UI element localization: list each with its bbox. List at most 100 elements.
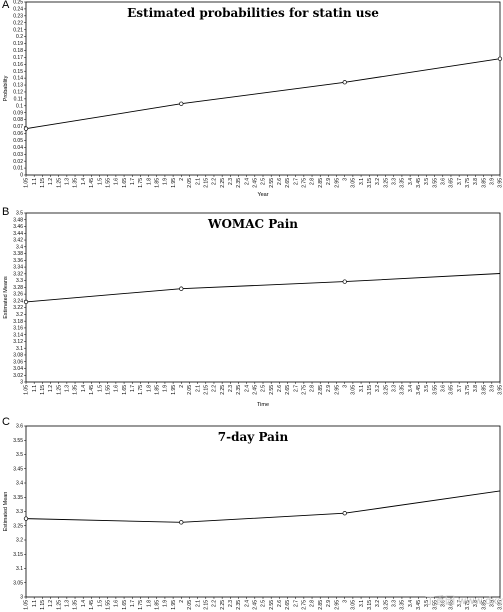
x-tick-label: 3.85 bbox=[481, 385, 487, 395]
y-tick-label: 0.04 bbox=[13, 145, 23, 151]
x-tick-label: 1.5 bbox=[97, 600, 103, 607]
x-tick-label: 2.2 bbox=[212, 600, 218, 607]
chart-title: WOMAC Pain bbox=[207, 217, 298, 231]
x-tick-label: 1.5 bbox=[97, 178, 103, 185]
y-tick-label: 3.26 bbox=[13, 292, 23, 298]
x-tick-label: 2.7 bbox=[293, 600, 299, 607]
plot-frame bbox=[25, 1, 501, 176]
x-tick-label: 3.9 bbox=[490, 600, 496, 607]
x-tick-label: 3.35 bbox=[400, 600, 406, 610]
x-axis-label: Year bbox=[257, 192, 268, 198]
x-tick-label: 3.85 bbox=[481, 178, 487, 188]
x-tick-label: 2.4 bbox=[244, 600, 250, 607]
y-tick-label: 3 bbox=[20, 380, 23, 386]
x-tick-label: 2.65 bbox=[285, 178, 291, 188]
x-tick-label: 2.65 bbox=[285, 385, 291, 395]
x-tick-label: 2.75 bbox=[302, 600, 308, 610]
x-tick-label: 1.05 bbox=[24, 385, 30, 395]
x-tick-label: 1.4 bbox=[81, 600, 87, 607]
x-tick-label: 1.35 bbox=[73, 178, 79, 188]
x-tick-label: 3.35 bbox=[400, 178, 406, 188]
y-axis-label: Probability bbox=[3, 75, 9, 101]
x-tick-label: 1.95 bbox=[171, 600, 177, 610]
y-tick-label: 3.1 bbox=[16, 346, 23, 352]
x-tick-label: 3.45 bbox=[416, 178, 422, 188]
x-tick-label: 3.7 bbox=[457, 178, 463, 185]
x-tick-label: 3.9 bbox=[490, 178, 496, 185]
x-tick-label: 2.75 bbox=[302, 178, 308, 188]
y-tick-label: 3.06 bbox=[13, 359, 23, 365]
x-tick-label: 2.9 bbox=[326, 600, 332, 607]
x-tick-label: 3.15 bbox=[367, 600, 373, 610]
x-tick-label: 1.3 bbox=[65, 385, 71, 392]
x-tick-label: 3.35 bbox=[400, 385, 406, 395]
x-tick-label: 3.3 bbox=[391, 385, 397, 392]
x-tick-label: 3.95 bbox=[498, 385, 503, 395]
x-tick-label: 3.8 bbox=[473, 178, 479, 185]
x-tick-label: 3.15 bbox=[367, 385, 373, 395]
y-tick-label: 0.24 bbox=[13, 7, 23, 13]
x-tick-label: 2.4 bbox=[244, 385, 250, 392]
y-tick-label: 0.1 bbox=[16, 103, 23, 109]
x-tick-label: 3 bbox=[342, 385, 348, 388]
y-tick-label: 3.38 bbox=[13, 251, 23, 257]
y-tick-label: 3.46 bbox=[13, 224, 23, 230]
x-tick-label: 2.15 bbox=[203, 600, 209, 610]
y-tick-label: 0.11 bbox=[14, 96, 24, 102]
y-tick-label: 3.4 bbox=[16, 481, 23, 487]
x-tick-label: 3.5 bbox=[424, 385, 430, 392]
x-tick-label: 1.1 bbox=[32, 385, 38, 392]
y-tick-label: 3.08 bbox=[13, 353, 23, 359]
data-point bbox=[179, 286, 184, 291]
x-tick-label: 1.45 bbox=[89, 385, 95, 395]
x-tick-label: 3.1 bbox=[359, 385, 365, 392]
y-tick-label: 3.45 bbox=[13, 466, 23, 472]
y-tick-label: 0.2 bbox=[16, 34, 23, 40]
x-tick-label: 2.7 bbox=[293, 385, 299, 392]
data-point bbox=[497, 56, 503, 61]
x-tick-label: 3.25 bbox=[383, 385, 389, 395]
x-tick-label: 2.9 bbox=[326, 385, 332, 392]
x-tick-label: 2.1 bbox=[195, 600, 201, 607]
data-point bbox=[342, 80, 347, 85]
x-tick-label: 1.3 bbox=[65, 600, 71, 607]
x-tick-label: 1.85 bbox=[154, 385, 160, 395]
x-tick-label: 2.25 bbox=[220, 600, 226, 610]
x-tick-label: 2.45 bbox=[253, 600, 259, 610]
x-tick-label: 2.6 bbox=[277, 385, 283, 392]
x-tick-label: 3.65 bbox=[449, 600, 455, 610]
x-tick-label: 1.9 bbox=[163, 600, 169, 607]
x-tick-label: 1.5 bbox=[97, 385, 103, 392]
y-tick-label: 3.3 bbox=[16, 509, 23, 515]
x-tick-label: 2.5 bbox=[261, 178, 267, 185]
data-point bbox=[179, 101, 184, 106]
x-tick-label: 2.7 bbox=[293, 178, 299, 185]
panel-letter: A bbox=[2, 0, 10, 11]
y-tick-label: 0.15 bbox=[13, 69, 23, 75]
x-tick-label: 2 bbox=[179, 385, 185, 388]
x-tick-label: 3.4 bbox=[408, 178, 414, 185]
x-tick-label: 2.55 bbox=[269, 600, 275, 610]
data-point bbox=[23, 516, 29, 521]
series-line bbox=[25, 490, 501, 523]
x-tick-label: 1.6 bbox=[114, 178, 120, 185]
x-tick-label: 2.8 bbox=[310, 178, 316, 185]
x-tick-label: 3.45 bbox=[416, 385, 422, 395]
y-tick-label: 0.13 bbox=[13, 83, 23, 89]
x-tick-label: 2.55 bbox=[269, 385, 275, 395]
y-tick-label: 0.02 bbox=[13, 159, 23, 165]
y-tick-label: 3.16 bbox=[13, 326, 23, 332]
x-tick-label: 2.55 bbox=[269, 178, 275, 188]
x-tick-label: 3.75 bbox=[465, 178, 471, 188]
y-tick-label: 3.04 bbox=[13, 366, 23, 372]
x-tick-label: 1.95 bbox=[171, 178, 177, 188]
y-tick-label: 0.21 bbox=[13, 27, 23, 33]
x-tick-label: 3.05 bbox=[351, 385, 357, 395]
y-tick-label: 0.09 bbox=[13, 110, 23, 116]
x-tick-label: 3.55 bbox=[432, 385, 438, 395]
x-tick-label: 3.95 bbox=[498, 178, 503, 188]
x-tick-label: 2.95 bbox=[334, 385, 340, 395]
data-point bbox=[23, 299, 29, 305]
x-tick-label: 1.6 bbox=[114, 385, 120, 392]
y-tick-label: 0.07 bbox=[13, 124, 23, 130]
